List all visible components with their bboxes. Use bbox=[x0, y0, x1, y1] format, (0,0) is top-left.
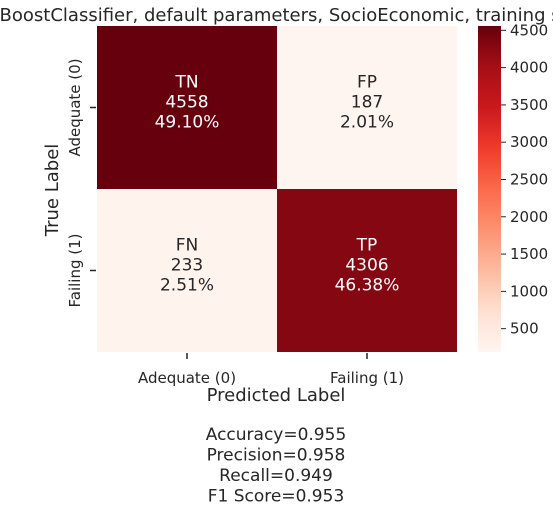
y-axis-label: True Label bbox=[42, 144, 63, 238]
metric-line: Accuracy=0.955 bbox=[206, 425, 347, 445]
x-tick-marks: Adequate (0) Failing (1) bbox=[138, 353, 404, 387]
colorbar-tick-label: 4500 bbox=[510, 21, 548, 39]
y-tick-label: Failing (1) bbox=[66, 234, 84, 308]
metrics-block: Accuracy=0.955Precision=0.958Recall=0.94… bbox=[206, 425, 347, 507]
heatmap-cell bbox=[277, 26, 457, 189]
chart-title: XGBoostClassifier, default parameters, S… bbox=[0, 5, 553, 26]
colorbar-tick-label: 3500 bbox=[510, 96, 548, 114]
colorbar-ticks: 500 1000 1500 2000 2500 3000 3500 4000 4500 bbox=[501, 21, 548, 338]
colorbar-tick-label: 1000 bbox=[510, 282, 548, 300]
cell-label: TP bbox=[356, 236, 378, 256]
cell-count: 4306 bbox=[345, 256, 388, 276]
cell-count: 187 bbox=[351, 93, 383, 113]
colorbar-tick-label: 3000 bbox=[510, 133, 548, 151]
metric-line: F1 Score=0.953 bbox=[208, 487, 345, 507]
cell-percent: 2.01% bbox=[340, 113, 394, 133]
x-tick-label: Adequate (0) bbox=[138, 369, 236, 387]
metric-line: Recall=0.949 bbox=[219, 466, 333, 486]
y-tick-marks: Adequate (0) Failing (1) bbox=[66, 58, 96, 308]
y-tick-label: Adequate (0) bbox=[66, 58, 84, 156]
colorbar-tick-label: 2500 bbox=[510, 170, 548, 188]
x-axis-label: Predicted Label bbox=[207, 385, 346, 406]
cell-label: FN bbox=[176, 236, 199, 256]
cell-percent: 49.10% bbox=[155, 113, 220, 133]
colorbar-tick-label: 1500 bbox=[510, 245, 548, 263]
metric-line: Precision=0.958 bbox=[207, 446, 346, 466]
colorbar-tick-label: 2000 bbox=[510, 208, 548, 226]
x-tick-label: Failing (1) bbox=[330, 369, 404, 387]
cell-label: FP bbox=[357, 73, 377, 93]
colorbar-tick-label: 4000 bbox=[510, 59, 548, 77]
cell-count: 4558 bbox=[165, 93, 208, 113]
heatmap-cell bbox=[97, 189, 277, 352]
heatmap-cell bbox=[277, 189, 457, 352]
colorbar-tick-label: 500 bbox=[510, 320, 539, 338]
cell-percent: 2.51% bbox=[160, 276, 214, 296]
colorbar bbox=[478, 26, 501, 352]
cell-percent: 46.38% bbox=[335, 276, 400, 296]
heatmap-cell bbox=[97, 26, 277, 189]
cell-label: TN bbox=[174, 73, 198, 93]
cell-count: 233 bbox=[171, 256, 203, 276]
